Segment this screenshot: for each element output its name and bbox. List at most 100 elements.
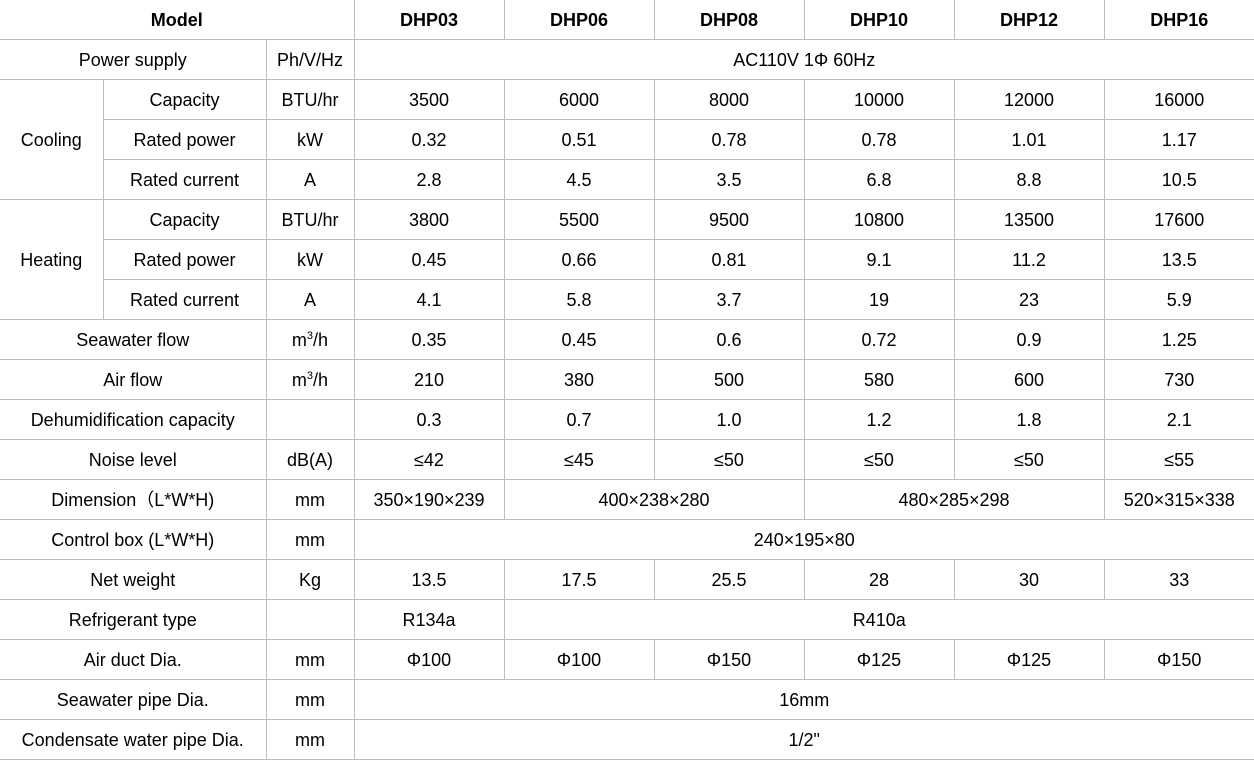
- cell: 12000: [953, 79, 1105, 120]
- cell: 0.72: [803, 319, 955, 360]
- cell: 28: [803, 559, 955, 600]
- row-label: Refrigerant type: [0, 599, 267, 640]
- cell: 0.51: [503, 119, 655, 160]
- model-dhp08: DHP08: [653, 0, 805, 40]
- cell: ≤42: [353, 439, 505, 480]
- cell: 6000: [503, 79, 655, 120]
- row-unit: Ph/V/Hz: [265, 39, 355, 80]
- row-label: Noise level: [0, 439, 267, 480]
- cell: 0.45: [503, 319, 655, 360]
- cell: 730: [1103, 359, 1254, 400]
- control-box-row: Control box (L*W*H) mm 240×195×80: [0, 519, 1254, 560]
- heating-rated-power-row: Rated power kW 0.45 0.66 0.81 9.1 11.2 1…: [0, 239, 1254, 280]
- unit-exponent: 3: [306, 329, 314, 342]
- row-unit: [265, 399, 355, 440]
- cell: 0.66: [503, 239, 655, 280]
- cell: ≤45: [503, 439, 655, 480]
- heating-rated-current-row: Rated current A 4.1 5.8 3.7 19 23 5.9: [0, 279, 1254, 320]
- row-unit: mm: [265, 639, 355, 680]
- row-label: Control box (L*W*H): [0, 519, 267, 560]
- row-unit: kW: [265, 119, 355, 160]
- cell: R410a: [503, 599, 1254, 640]
- cell: 3.5: [653, 159, 805, 200]
- cell: 6.8: [803, 159, 955, 200]
- header-row: Model DHP03 DHP06 DHP08 DHP10 DHP12 DHP1…: [0, 0, 1254, 40]
- cell: 2.1: [1103, 399, 1254, 440]
- cell: 25.5: [653, 559, 805, 600]
- cell: 9.1: [803, 239, 955, 280]
- cell: 11.2: [953, 239, 1105, 280]
- cell: 1.01: [953, 119, 1105, 160]
- cell: 380: [503, 359, 655, 400]
- cell: 4.5: [503, 159, 655, 200]
- row-label: Dehumidification capacity: [0, 399, 267, 440]
- cell: 2.8: [353, 159, 505, 200]
- row-unit: kW: [265, 239, 355, 280]
- cell: Φ125: [803, 639, 955, 680]
- cell: 350×190×239: [353, 479, 505, 520]
- row-label: Seawater flow: [0, 319, 267, 360]
- cell: 3.7: [653, 279, 805, 320]
- unit-base: m: [291, 369, 307, 390]
- row-label: Dimension（L*W*H): [0, 479, 267, 520]
- row-label: Rated power: [103, 239, 267, 280]
- cell: 4.1: [353, 279, 505, 320]
- cooling-rated-current-row: Rated current A 2.8 4.5 3.5 6.8 8.8 10.5: [0, 159, 1254, 200]
- row-unit: BTU/hr: [265, 199, 355, 240]
- cell: 1.17: [1103, 119, 1254, 160]
- row-label: Rated current: [103, 159, 267, 200]
- cell: 400×238×280: [503, 479, 805, 520]
- row-unit: BTU/hr: [265, 79, 355, 120]
- cell: Φ100: [353, 639, 505, 680]
- cell: 0.3: [353, 399, 505, 440]
- row-unit: m3/h: [265, 319, 355, 360]
- cooling-capacity-row: Cooling Capacity BTU/hr 3500 6000 8000 1…: [0, 79, 1254, 200]
- cell: 13500: [953, 199, 1105, 240]
- cell: 30: [953, 559, 1105, 600]
- cell: 16mm: [353, 679, 1254, 720]
- model-dhp03: DHP03: [353, 0, 505, 40]
- unit-base: m: [291, 329, 307, 350]
- cell: 520×315×338: [1103, 479, 1254, 520]
- cell: 5.8: [503, 279, 655, 320]
- model-dhp12: DHP12: [953, 0, 1105, 40]
- cell: 10.5: [1103, 159, 1254, 200]
- cell: 17600: [1103, 199, 1254, 240]
- cell: ≤50: [953, 439, 1105, 480]
- row-unit: dB(A): [265, 439, 355, 480]
- cell: 500: [653, 359, 805, 400]
- cell: 3500: [353, 79, 505, 120]
- row-unit: A: [265, 279, 355, 320]
- seawater-pipe-row: Seawater pipe Dia. mm 16mm: [0, 679, 1254, 720]
- row-label: Seawater pipe Dia.: [0, 679, 267, 720]
- cell: 1.8: [953, 399, 1105, 440]
- model-header: Model: [0, 0, 355, 40]
- cell: 1/2": [353, 719, 1254, 760]
- refrigerant-row: Refrigerant type R134a R410a: [0, 599, 1254, 640]
- cell: 19: [803, 279, 955, 320]
- cell: Φ150: [653, 639, 805, 680]
- row-label: Condensate water pipe Dia.: [0, 719, 267, 760]
- cell: 0.78: [653, 119, 805, 160]
- cell: Φ100: [503, 639, 655, 680]
- cell: 210: [353, 359, 505, 400]
- cell: 0.6: [653, 319, 805, 360]
- cooling-rated-power-row: Rated power kW 0.32 0.51 0.78 0.78 1.01 …: [0, 119, 1254, 160]
- cell: 0.9: [953, 319, 1105, 360]
- cell: 3800: [353, 199, 505, 240]
- cell: 5.9: [1103, 279, 1254, 320]
- cell: 600: [953, 359, 1105, 400]
- dimension-row: Dimension（L*W*H) mm 350×190×239 400×238×…: [0, 479, 1254, 520]
- air-flow-row: Air flow m3/h 210 380 500 580 600 730: [0, 359, 1254, 400]
- unit-tail: /h: [313, 369, 329, 390]
- cell: 16000: [1103, 79, 1254, 120]
- cell: 480×285×298: [803, 479, 1105, 520]
- heating-group-label: Heating: [0, 199, 104, 320]
- cell: R134a: [353, 599, 505, 640]
- seawater-flow-row: Seawater flow m3/h 0.35 0.45 0.6 0.72 0.…: [0, 319, 1254, 360]
- cell: 0.32: [353, 119, 505, 160]
- power-supply-row: Power supply Ph/V/Hz AC110V 1Φ 60Hz: [0, 39, 1254, 80]
- row-unit: [265, 599, 355, 640]
- row-label: Capacity: [102, 199, 267, 240]
- cell: 13.5: [353, 559, 505, 600]
